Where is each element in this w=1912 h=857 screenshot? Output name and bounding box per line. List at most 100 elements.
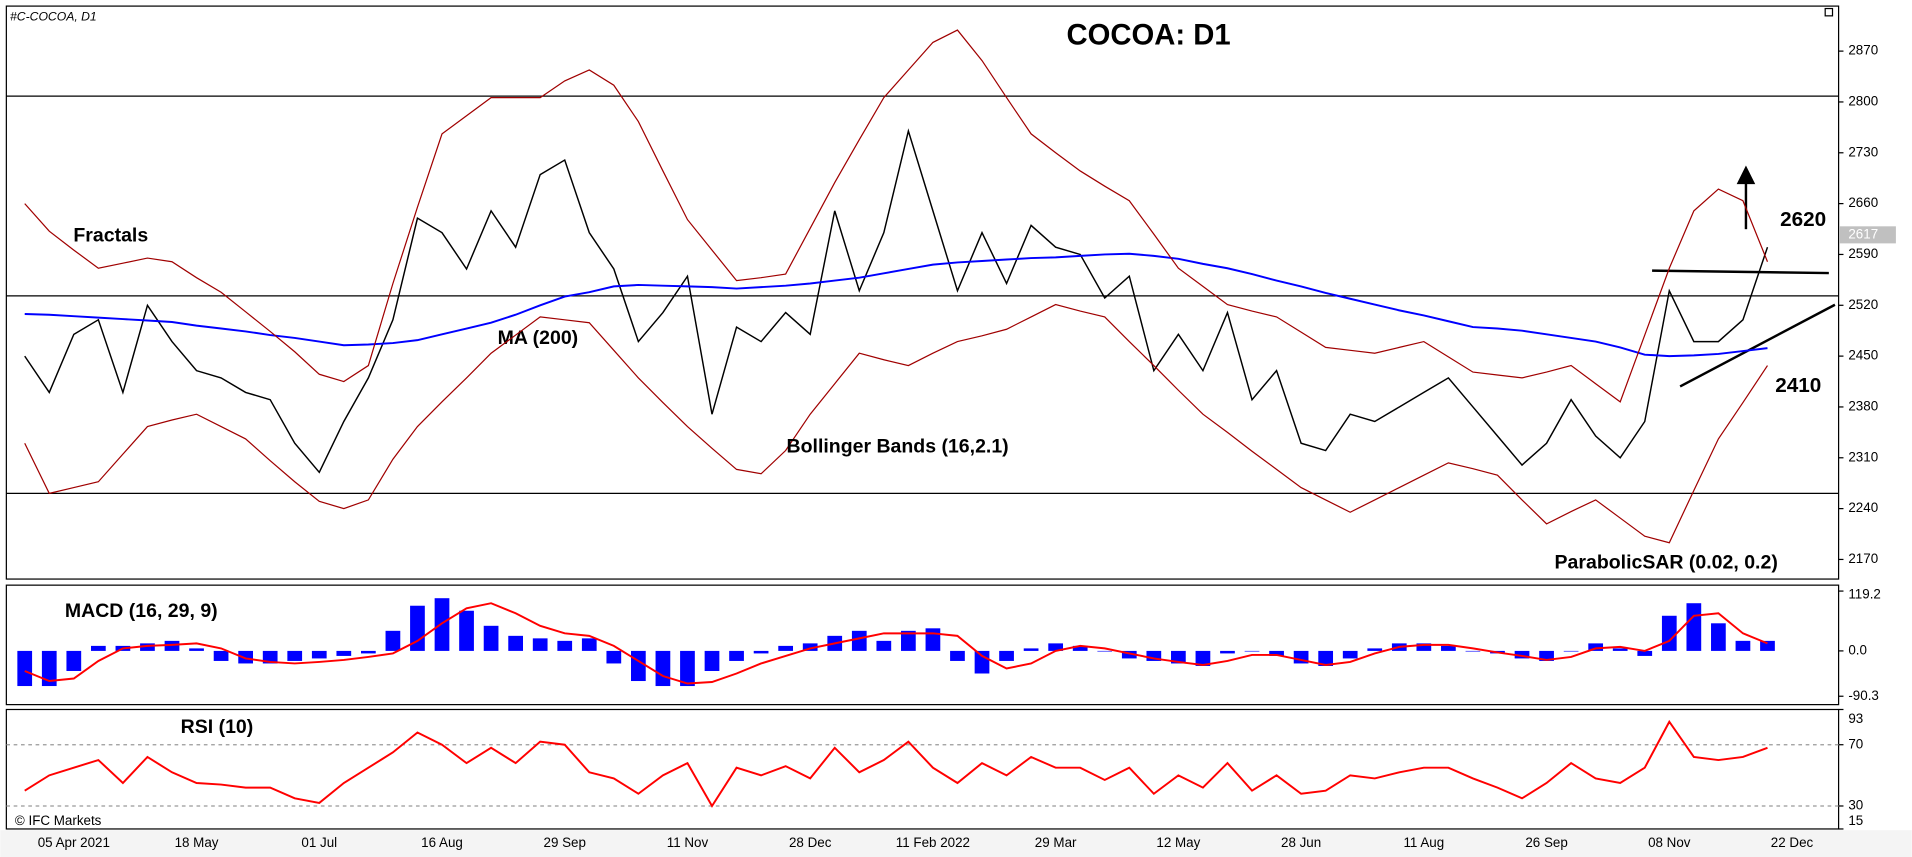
macd-bar [1220,650,1235,654]
macd-bar [1367,648,1383,651]
y-tick-label: 2380 [1848,398,1878,413]
window-button[interactable] [1824,7,1834,17]
macd-bar [459,610,474,651]
series-line [24,719,1768,808]
y-tick-label: 2520 [1848,297,1878,312]
macd-bar [1514,650,1530,659]
macd-bar [1171,650,1186,664]
panel [5,708,1840,830]
macd-bar [262,650,278,664]
x-tick-label: 05 Apr 2021 [38,835,110,850]
macd-bar [1637,650,1653,656]
macd-bar [1711,623,1726,651]
macd-bar [1121,650,1137,659]
macd-bar [1760,640,1775,651]
x-tick-label: 11 Nov [667,835,709,850]
macd-bar [360,650,376,654]
macd-bar [434,598,450,651]
macd-bar [410,605,425,651]
macd-bar [1416,643,1432,651]
macd-title: MACD (16, 29, 9) [65,600,218,622]
x-tick-label: 28 Jun [1281,835,1321,850]
macd-bar [974,650,990,674]
macd-bar [1097,650,1113,652]
macd-bar [532,638,548,651]
macd-bar [1612,648,1628,651]
macd-bar [901,630,916,651]
support-trendline [1679,303,1836,388]
macd-bar [508,635,524,651]
y-tick-label: 2730 [1848,144,1878,159]
y-tick-label: 30 [1848,798,1863,813]
macd-bar [140,643,155,651]
macd-bar [1465,650,1481,652]
macd-bar [1735,640,1751,651]
x-tick-label: 08 Nov [1648,835,1691,850]
macd-bar [336,650,352,656]
macd-bar [213,650,229,661]
macd-bar [287,650,303,661]
macd-bar [680,650,695,687]
macd-bar [1342,650,1358,659]
y-tick-label: 0.0 [1848,642,1867,657]
panel-frame [5,584,1840,706]
watermark: © IFC Markets [15,813,102,828]
panel-frame [5,708,1840,830]
macd-bar [631,650,646,682]
macd-bar [606,650,622,664]
macd-bar [876,640,892,651]
macd-bar [1686,603,1702,651]
macd-bar [1244,650,1260,652]
macd-bar [483,625,499,651]
chart-title: COCOA: D1 [1067,19,1231,51]
macd-bar [1195,650,1211,666]
y-tick-label: 2310 [1848,449,1878,464]
macd-bar [925,628,941,651]
macd-bar [41,650,57,687]
x-tick-label: 12 May [1156,835,1200,850]
y-tick-label: 2450 [1848,348,1878,363]
macd-bar [238,650,253,664]
macd-bar [1048,643,1064,651]
rsi-title: RSI (10) [181,716,254,738]
macd-bar [385,630,401,651]
y-tick-label: 15 [1848,813,1863,828]
x-tick-label: 16 Aug [421,835,463,850]
macd-bar [557,640,573,651]
x-tick-label: 01 Jul [301,835,337,850]
drawings [1652,165,1836,388]
support-label: 2410 [1775,374,1821,397]
y-tick-label: 2800 [1848,93,1878,108]
x-tick-label: 26 Sep [1525,835,1567,850]
resistance-label: 2620 [1780,208,1826,231]
y-tick-label: 2660 [1848,195,1878,210]
series-line [24,252,1768,358]
panel [5,584,1840,706]
macd-bar [1588,643,1604,651]
y-tick-label: 2870 [1848,43,1878,58]
x-tick-label: 11 Aug [1403,835,1444,850]
x-tick-label: 28 Dec [789,835,832,850]
series-line [24,602,1768,685]
macd-bar [851,630,867,651]
macd-bar [164,640,180,651]
panel [5,5,1840,580]
macd-bar [778,645,794,651]
y-tick-label: 93 [1848,711,1863,726]
time-axis-band [0,830,1912,857]
macd-bar [1072,645,1088,651]
macd-bar [1441,645,1456,651]
series-line [24,128,1769,474]
last-price-label: 2617 [1848,226,1878,241]
resistance-trendline [1652,269,1829,275]
y-tick-label: -90.3 [1848,688,1879,703]
macd-bar [1661,615,1677,651]
y-tick-label: 70 [1848,736,1863,751]
series-label: Bollinger Bands (16,2.1) [787,436,1009,458]
macd-bar [655,650,671,687]
macd-bar [311,650,327,659]
bollinger-upper [24,29,1769,403]
